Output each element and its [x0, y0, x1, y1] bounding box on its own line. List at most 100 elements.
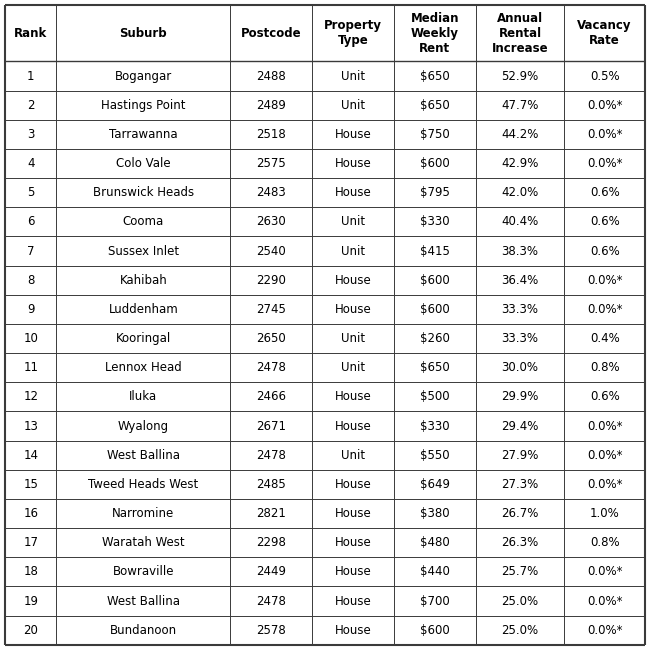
Text: 3: 3: [27, 128, 34, 141]
Text: 15: 15: [23, 478, 38, 491]
Text: 0.6%: 0.6%: [590, 187, 619, 200]
Text: 12: 12: [23, 391, 38, 404]
Text: Wyalong: Wyalong: [118, 419, 169, 432]
Text: Sussex Inlet: Sussex Inlet: [108, 244, 179, 257]
Text: House: House: [335, 595, 371, 608]
Text: 0.0%*: 0.0%*: [587, 303, 623, 316]
Text: Lennox Head: Lennox Head: [105, 361, 182, 374]
Text: 29.4%: 29.4%: [501, 419, 539, 432]
Text: $600: $600: [420, 303, 450, 316]
Text: $650: $650: [420, 361, 450, 374]
Text: 27.3%: 27.3%: [501, 478, 539, 491]
Text: 27.9%: 27.9%: [501, 448, 539, 461]
Text: 0.5%: 0.5%: [590, 70, 619, 83]
Text: 25.7%: 25.7%: [501, 566, 539, 578]
Text: 7: 7: [27, 244, 34, 257]
Text: 2578: 2578: [257, 624, 286, 637]
Text: 20: 20: [23, 624, 38, 637]
Text: 33.3%: 33.3%: [502, 303, 539, 316]
Text: 0.0%*: 0.0%*: [587, 448, 623, 461]
Text: $795: $795: [420, 187, 450, 200]
Text: $650: $650: [420, 70, 450, 83]
Text: 2489: 2489: [256, 99, 286, 112]
Text: 13: 13: [23, 419, 38, 432]
Text: Brunswick Heads: Brunswick Heads: [93, 187, 194, 200]
Text: 2466: 2466: [256, 391, 287, 404]
Text: House: House: [335, 419, 371, 432]
Text: 2650: 2650: [257, 332, 286, 345]
Text: Unit: Unit: [341, 99, 365, 112]
Text: 2298: 2298: [256, 536, 286, 549]
Text: House: House: [335, 507, 371, 520]
Text: $380: $380: [420, 507, 450, 520]
Text: 36.4%: 36.4%: [501, 274, 539, 287]
Text: 2540: 2540: [257, 244, 286, 257]
Text: Postcode: Postcode: [241, 27, 302, 40]
Text: 18: 18: [23, 566, 38, 578]
Text: House: House: [335, 391, 371, 404]
Text: Suburb: Suburb: [120, 27, 167, 40]
Text: $600: $600: [420, 157, 450, 170]
Text: Unit: Unit: [341, 332, 365, 345]
Text: House: House: [335, 566, 371, 578]
Text: 2575: 2575: [257, 157, 286, 170]
Text: 26.7%: 26.7%: [501, 507, 539, 520]
Text: West Ballina: West Ballina: [107, 448, 180, 461]
Text: House: House: [335, 157, 371, 170]
Text: Vacancy
Rate: Vacancy Rate: [577, 20, 632, 47]
Text: House: House: [335, 478, 371, 491]
Text: Unit: Unit: [341, 361, 365, 374]
Text: Luddenham: Luddenham: [109, 303, 178, 316]
Text: $260: $260: [420, 332, 450, 345]
Text: $415: $415: [420, 244, 450, 257]
Text: 6: 6: [27, 215, 34, 228]
Text: $700: $700: [420, 595, 450, 608]
Text: $600: $600: [420, 274, 450, 287]
Text: Tarrawanna: Tarrawanna: [109, 128, 177, 141]
Text: Annual
Rental
Increase: Annual Rental Increase: [492, 12, 549, 55]
Text: $650: $650: [420, 99, 450, 112]
Text: 2745: 2745: [256, 303, 286, 316]
Text: West Ballina: West Ballina: [107, 595, 180, 608]
Text: 0.8%: 0.8%: [590, 536, 619, 549]
Text: 2290: 2290: [256, 274, 286, 287]
Text: 16: 16: [23, 507, 38, 520]
Text: 0.6%: 0.6%: [590, 215, 619, 228]
Text: Rank: Rank: [14, 27, 47, 40]
Text: Unit: Unit: [341, 215, 365, 228]
Text: 2821: 2821: [256, 507, 286, 520]
Text: Median
Weekly
Rent: Median Weekly Rent: [411, 12, 459, 55]
Text: 19: 19: [23, 595, 38, 608]
Text: Colo Vale: Colo Vale: [116, 157, 171, 170]
Text: Property
Type: Property Type: [324, 20, 382, 47]
Text: 1.0%: 1.0%: [590, 507, 619, 520]
Text: House: House: [335, 536, 371, 549]
Text: Bogangar: Bogangar: [115, 70, 172, 83]
Text: 11: 11: [23, 361, 38, 374]
Text: 0.0%*: 0.0%*: [587, 419, 623, 432]
Text: 0.6%: 0.6%: [590, 244, 619, 257]
Text: House: House: [335, 624, 371, 637]
Text: $600: $600: [420, 624, 450, 637]
Text: 52.9%: 52.9%: [501, 70, 539, 83]
Text: 0.0%*: 0.0%*: [587, 595, 623, 608]
Text: $500: $500: [420, 391, 450, 404]
Text: 0.0%*: 0.0%*: [587, 566, 623, 578]
Text: 42.9%: 42.9%: [501, 157, 539, 170]
Text: 2485: 2485: [257, 478, 286, 491]
Text: Waratah West: Waratah West: [102, 536, 185, 549]
Text: 47.7%: 47.7%: [501, 99, 539, 112]
Text: 40.4%: 40.4%: [501, 215, 539, 228]
Text: 33.3%: 33.3%: [502, 332, 539, 345]
Text: Bundanoon: Bundanoon: [110, 624, 177, 637]
Text: $649: $649: [420, 478, 450, 491]
Text: 44.2%: 44.2%: [501, 128, 539, 141]
Text: $480: $480: [420, 536, 450, 549]
Text: $330: $330: [420, 419, 450, 432]
Text: 2478: 2478: [256, 595, 286, 608]
Text: 8: 8: [27, 274, 34, 287]
Text: Hastings Point: Hastings Point: [101, 99, 186, 112]
Text: 29.9%: 29.9%: [501, 391, 539, 404]
Text: 17: 17: [23, 536, 38, 549]
Text: House: House: [335, 274, 371, 287]
